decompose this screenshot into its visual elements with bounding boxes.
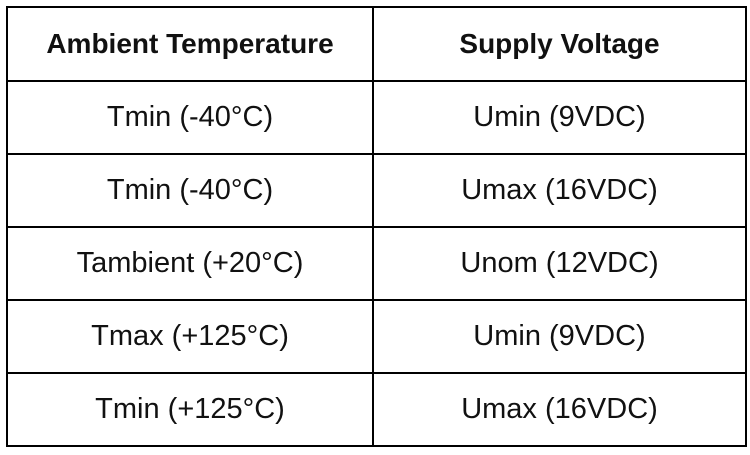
voltage-cell: Umax (16VDC)	[372, 153, 747, 228]
test-conditions-table-container: Ambient Temperature Supply Voltage Tmin …	[6, 6, 747, 447]
table-row: Tmin (-40°C) Umax (16VDC)	[6, 153, 747, 228]
table-row: Tmax (+125°C) Umin (9VDC)	[6, 299, 747, 374]
temperature-cell: Tambient (+20°C)	[6, 226, 374, 301]
table-row: Tmin (+125°C) Umax (16VDC)	[6, 372, 747, 447]
header-ambient-temperature: Ambient Temperature	[6, 6, 374, 82]
table-row: Tmin (-40°C) Umin (9VDC)	[6, 80, 747, 155]
temperature-cell: Tmin (-40°C)	[6, 153, 374, 228]
temperature-cell: Tmin (-40°C)	[6, 80, 374, 155]
header-supply-voltage: Supply Voltage	[372, 6, 747, 82]
voltage-cell: Unom (12VDC)	[372, 226, 747, 301]
table-row: Tambient (+20°C) Unom (12VDC)	[6, 226, 747, 301]
voltage-cell: Umin (9VDC)	[372, 299, 747, 374]
temperature-cell: Tmax (+125°C)	[6, 299, 374, 374]
test-conditions-table: Ambient Temperature Supply Voltage Tmin …	[6, 6, 747, 447]
table-header-row: Ambient Temperature Supply Voltage	[6, 6, 747, 82]
temperature-cell: Tmin (+125°C)	[6, 372, 374, 447]
voltage-cell: Umax (16VDC)	[372, 372, 747, 447]
voltage-cell: Umin (9VDC)	[372, 80, 747, 155]
